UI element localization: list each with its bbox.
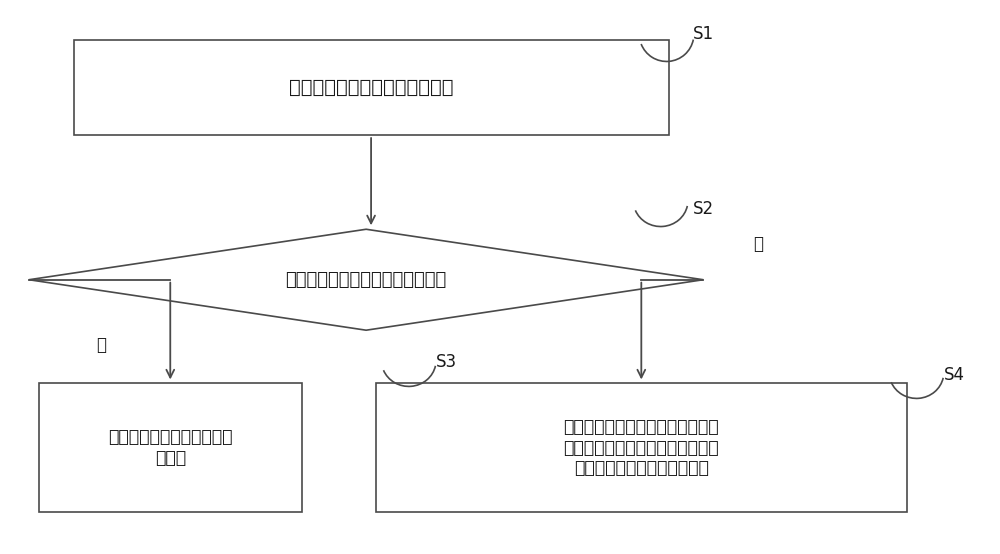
Text: 否: 否 (753, 235, 763, 253)
Text: S1: S1 (693, 25, 714, 43)
Text: 检测车辆内的乘坐区的需求温度: 检测车辆内的乘坐区的需求温度 (289, 78, 453, 97)
Bar (376, 383, 907, 512)
Text: 对所有乘坐区进行统一的温
度控制: 对所有乘坐区进行统一的温 度控制 (108, 428, 233, 467)
Text: 比较各乘坐区的需求温度是否相同: 比较各乘坐区的需求温度是否相同 (286, 271, 447, 289)
Text: 是: 是 (96, 336, 106, 354)
Text: S2: S2 (693, 200, 714, 218)
Bar (74, 40, 669, 135)
Text: S4: S4 (944, 366, 965, 384)
Polygon shape (29, 229, 703, 330)
Text: 对需求温度相同的乘坐区进行统一
的温度控制，对需求温度各不相同
的乘坐区进行单独的温度控制: 对需求温度相同的乘坐区进行统一 的温度控制，对需求温度各不相同 的乘坐区进行单独… (564, 418, 719, 478)
Text: S3: S3 (436, 352, 457, 371)
Bar (39, 383, 302, 512)
